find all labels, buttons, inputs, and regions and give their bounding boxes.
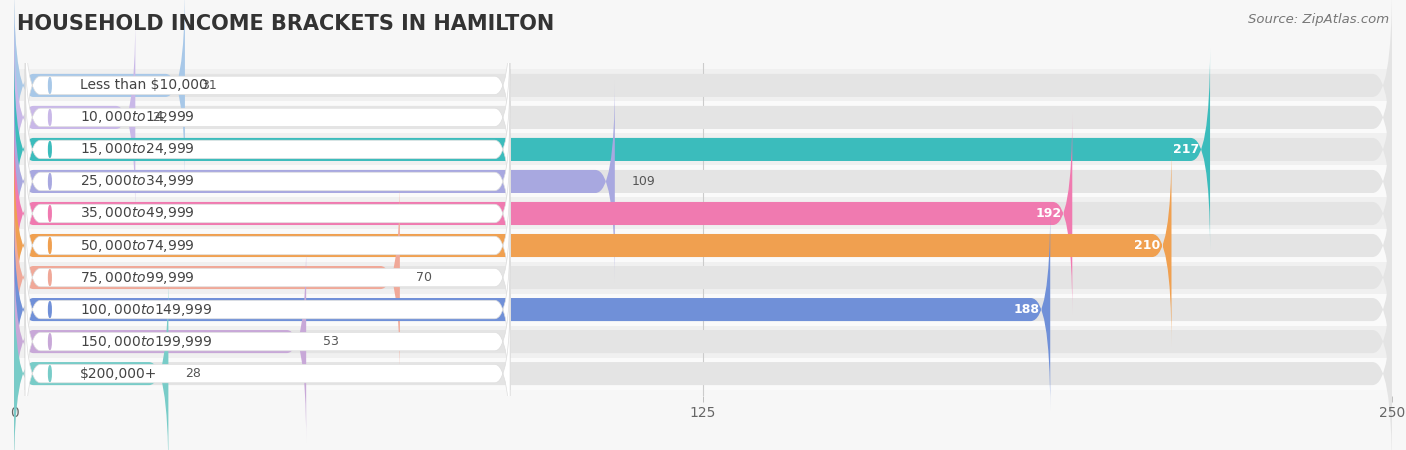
Circle shape [49,270,51,285]
FancyBboxPatch shape [14,49,1211,250]
FancyBboxPatch shape [14,230,1392,261]
FancyBboxPatch shape [14,17,1392,218]
Text: 210: 210 [1135,239,1160,252]
Circle shape [49,206,51,221]
Circle shape [49,174,51,189]
FancyBboxPatch shape [14,209,1392,410]
FancyBboxPatch shape [14,166,1392,198]
Text: $10,000 to $14,999: $10,000 to $14,999 [80,109,195,126]
FancyBboxPatch shape [14,134,1392,166]
FancyBboxPatch shape [14,81,1392,282]
Text: $75,000 to $99,999: $75,000 to $99,999 [80,270,195,286]
FancyBboxPatch shape [14,81,614,282]
Text: $200,000+: $200,000+ [80,367,157,381]
FancyBboxPatch shape [25,165,510,326]
FancyBboxPatch shape [25,261,510,422]
FancyBboxPatch shape [14,0,186,186]
FancyBboxPatch shape [14,241,1392,442]
FancyBboxPatch shape [14,113,1073,314]
Text: $50,000 to $74,999: $50,000 to $74,999 [80,238,195,253]
Circle shape [49,110,51,125]
Text: $100,000 to $149,999: $100,000 to $149,999 [80,302,212,318]
FancyBboxPatch shape [14,209,1050,410]
FancyBboxPatch shape [14,261,1392,293]
Text: 28: 28 [186,367,201,380]
FancyBboxPatch shape [14,198,1392,230]
Circle shape [49,238,51,253]
Text: Less than $10,000: Less than $10,000 [80,78,208,92]
FancyBboxPatch shape [25,5,510,166]
FancyBboxPatch shape [14,69,1392,101]
FancyBboxPatch shape [14,49,1392,250]
FancyBboxPatch shape [14,177,399,378]
FancyBboxPatch shape [25,293,510,450]
FancyBboxPatch shape [14,101,1392,134]
FancyBboxPatch shape [14,113,1392,314]
Circle shape [49,77,51,93]
Circle shape [49,334,51,349]
FancyBboxPatch shape [14,145,1171,346]
FancyBboxPatch shape [25,101,510,262]
FancyBboxPatch shape [14,325,1392,358]
Text: 192: 192 [1035,207,1062,220]
FancyBboxPatch shape [25,133,510,294]
Text: 188: 188 [1014,303,1039,316]
FancyBboxPatch shape [14,177,1392,378]
Text: HOUSEHOLD INCOME BRACKETS IN HAMILTON: HOUSEHOLD INCOME BRACKETS IN HAMILTON [17,14,554,33]
FancyBboxPatch shape [25,229,510,390]
FancyBboxPatch shape [14,293,1392,325]
Text: 31: 31 [201,79,217,92]
FancyBboxPatch shape [14,0,1392,186]
Circle shape [49,302,51,317]
Text: $150,000 to $199,999: $150,000 to $199,999 [80,333,212,350]
FancyBboxPatch shape [14,273,1392,450]
FancyBboxPatch shape [14,358,1392,390]
FancyBboxPatch shape [25,69,510,230]
Circle shape [49,366,51,382]
FancyBboxPatch shape [14,17,135,218]
Text: $35,000 to $49,999: $35,000 to $49,999 [80,206,195,221]
Text: 22: 22 [152,111,167,124]
Text: 70: 70 [416,271,433,284]
FancyBboxPatch shape [14,241,307,442]
Text: 217: 217 [1173,143,1199,156]
FancyBboxPatch shape [25,37,510,198]
Text: 109: 109 [631,175,655,188]
Text: 53: 53 [323,335,339,348]
Circle shape [49,142,51,158]
Text: Source: ZipAtlas.com: Source: ZipAtlas.com [1249,14,1389,27]
FancyBboxPatch shape [14,273,169,450]
Text: $25,000 to $34,999: $25,000 to $34,999 [80,173,195,189]
FancyBboxPatch shape [14,145,1392,346]
Text: $15,000 to $24,999: $15,000 to $24,999 [80,141,195,158]
FancyBboxPatch shape [25,197,510,358]
